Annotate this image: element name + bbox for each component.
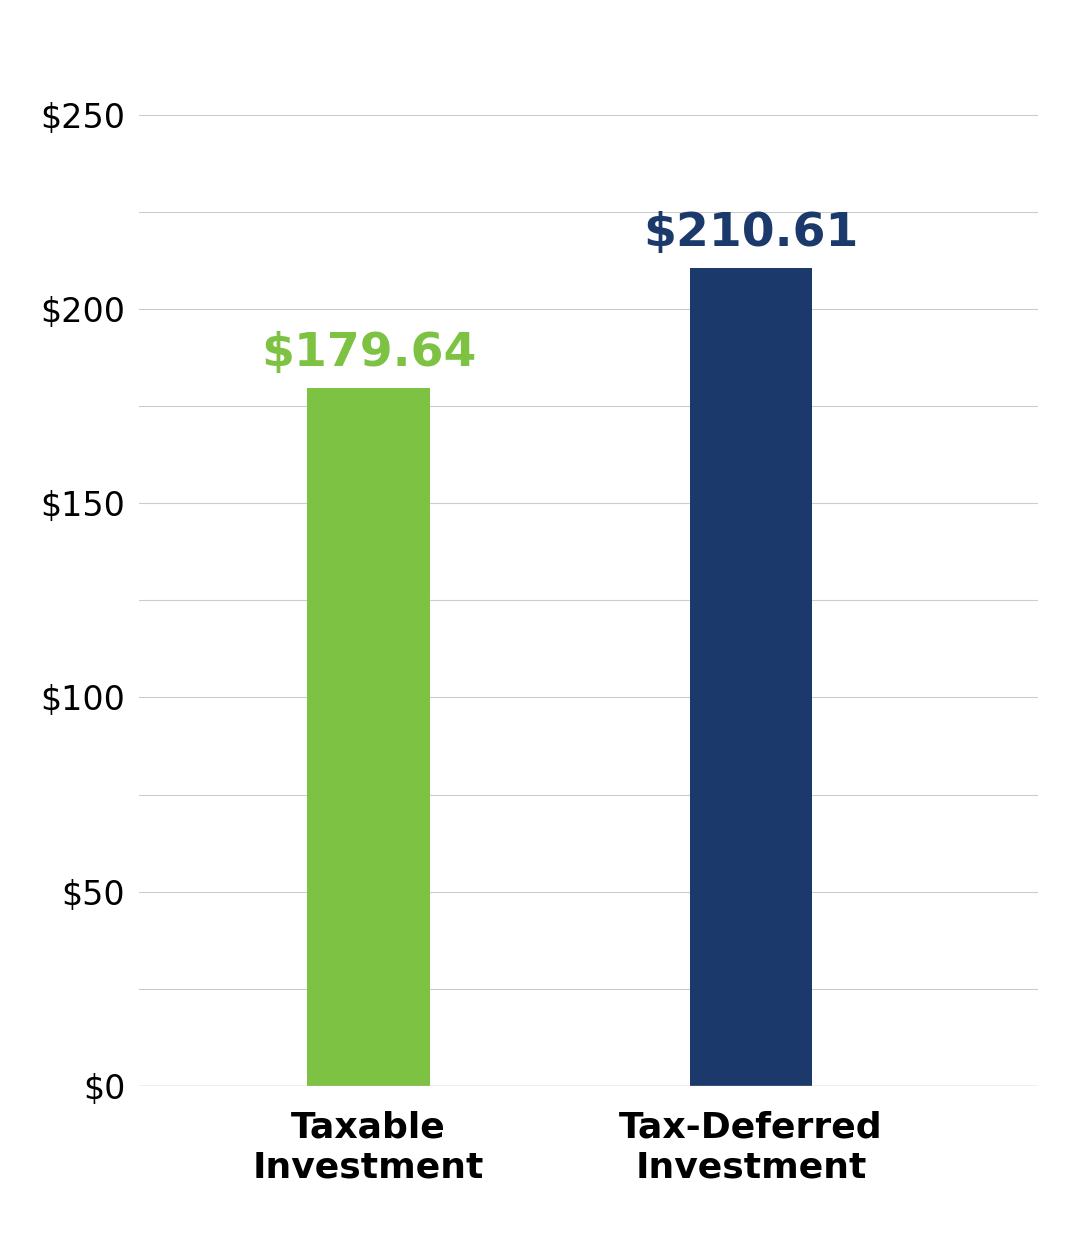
Text: $179.64: $179.64: [261, 332, 476, 376]
Bar: [307, 387, 430, 1086]
Bar: [690, 268, 812, 1086]
Text: $210.61: $210.61: [643, 211, 859, 257]
